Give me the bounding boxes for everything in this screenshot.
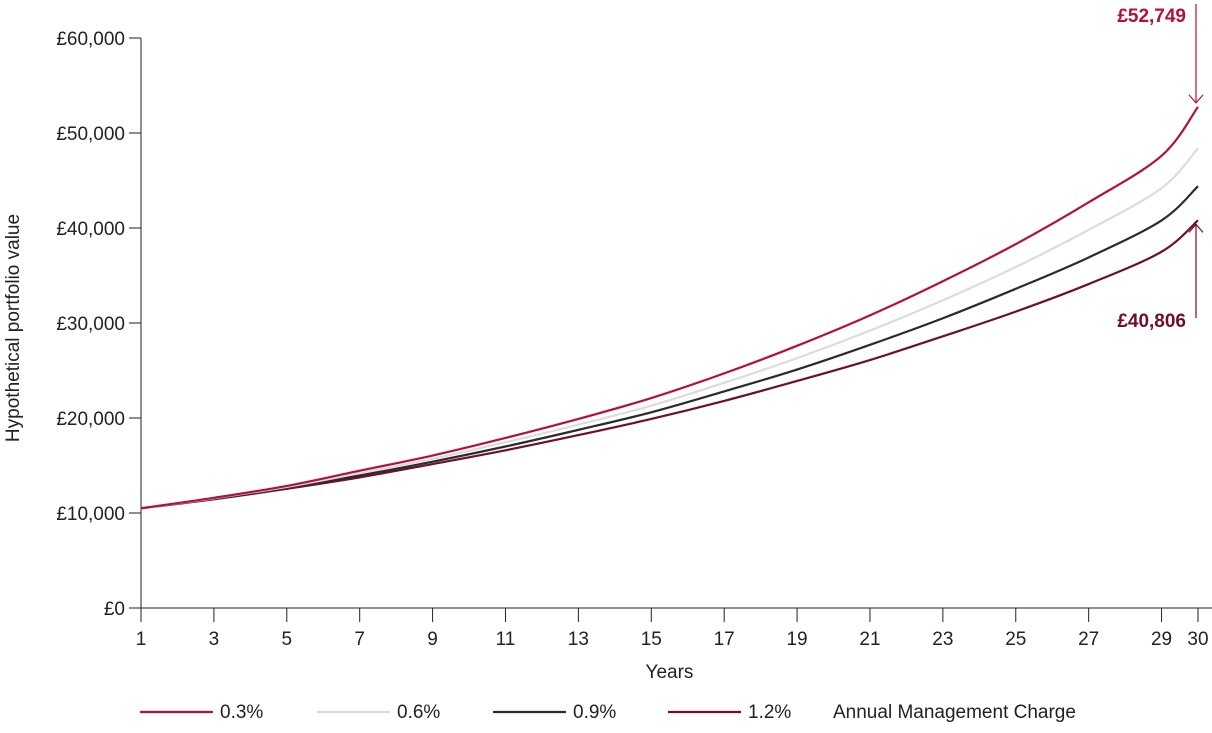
x-tick-label: 30 [1187,629,1208,650]
x-tick-label: 17 [714,629,735,650]
y-axis: £0 £10,000 £20,000 £30,000 £40,000 £50,000 £60… [56,29,142,620]
x-tick-label: 7 [354,629,365,650]
y-tick-label: £40,000 [56,219,125,240]
series-line-06 [140,147,1199,510]
series-lines [140,106,1199,510]
x-tick-label: 29 [1151,629,1172,650]
x-axis: 1 3 5 7 9 11 13 15 17 19 21 23 25 27 29 30 [136,607,1212,650]
series-line-03 [140,106,1199,510]
y-tick-label: £50,000 [56,124,125,145]
x-tick-label: 3 [209,629,220,650]
x-tick-label: 11 [496,629,516,650]
legend-label: 0.6% [397,702,440,723]
legend-label: 0.9% [573,702,616,723]
y-tick-label: £30,000 [56,314,125,335]
x-tick-label: 15 [641,629,662,650]
x-tick-label: 23 [932,629,953,650]
x-tick-label: 9 [427,629,438,650]
y-tick-label: £0 [104,599,125,620]
annotation-arrowhead-bottom [1188,223,1204,233]
x-tick-label: 21 [859,629,880,650]
x-tick-label: 5 [282,629,293,650]
x-tick-label: 27 [1078,629,1099,650]
legend-label: 1.2% [748,702,791,723]
series-line-12 [140,219,1199,510]
y-tick-label: £60,000 [56,29,125,50]
x-axis-title: Years [646,662,694,683]
x-tick-label: 1 [136,629,147,650]
annotation-arrowhead-top [1188,94,1204,104]
annotations: £52,749 £40,806 [1117,4,1204,332]
legend-suffix: Annual Management Charge [833,702,1076,723]
x-tick-label: 25 [1005,629,1026,650]
y-tick-label: £10,000 [56,504,125,525]
y-tick-label: £20,000 [56,409,125,430]
annotation-label-top: £52,749 [1117,6,1186,27]
x-tick-label: 19 [786,629,807,650]
series-line-09 [140,185,1199,510]
y-axis-title: Hypothetical portfolio value [3,214,24,442]
annotation-label-bottom: £40,806 [1117,311,1186,332]
x-tick-label: 13 [568,629,589,650]
legend: 0.3% 0.6% 0.9% 1.2% Annual Management Charge [140,702,1076,723]
legend-label: 0.3% [220,702,263,723]
